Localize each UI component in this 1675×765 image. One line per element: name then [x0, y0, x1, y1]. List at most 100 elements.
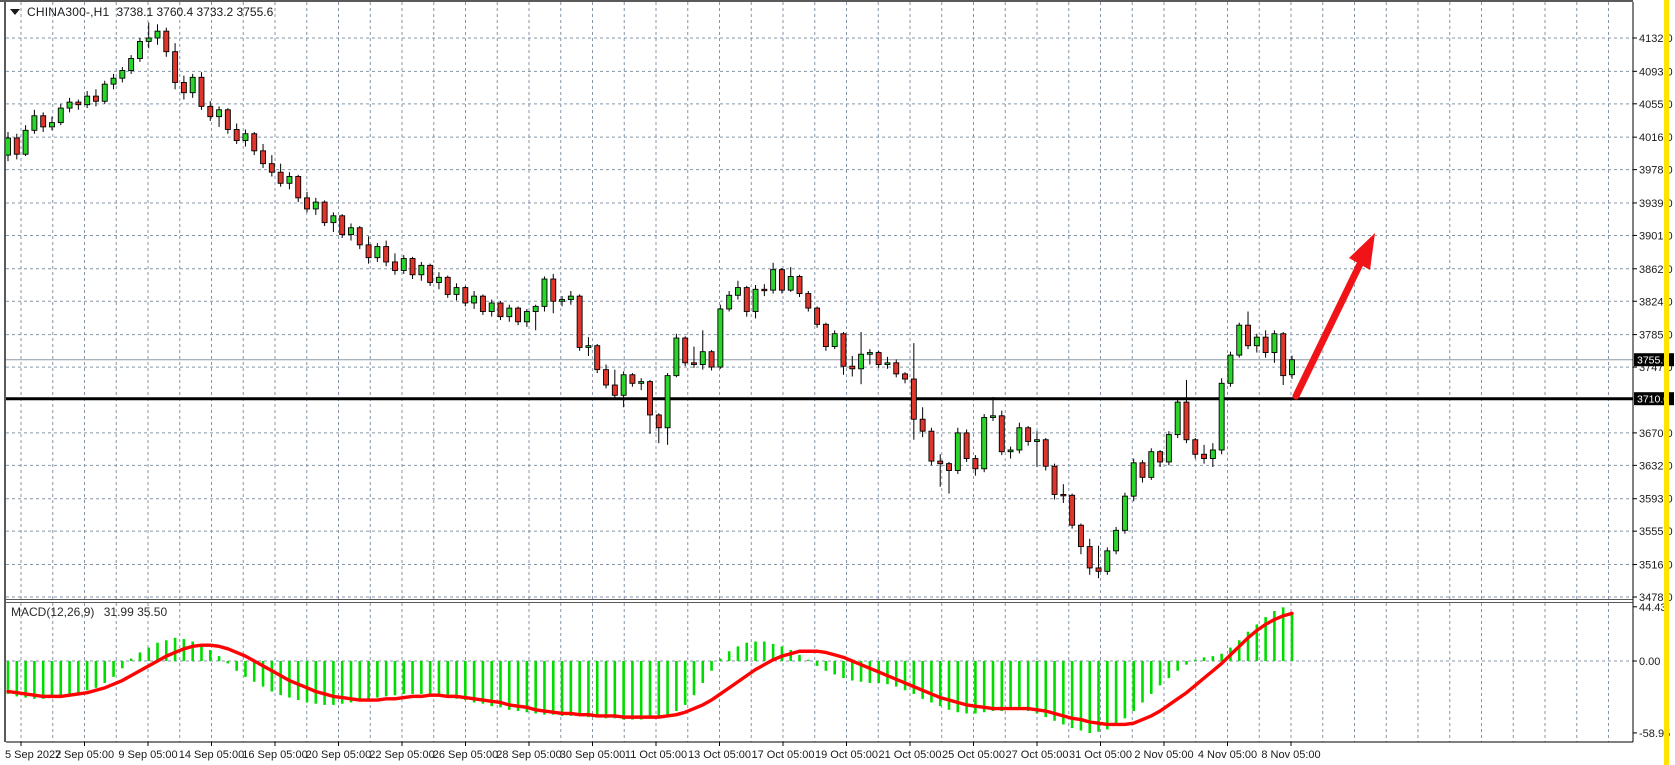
candle	[1007, 449, 1014, 453]
time-axis-label: 4 Nov 05:00	[1198, 749, 1257, 761]
candle	[31, 115, 38, 131]
candle	[858, 353, 865, 370]
candle	[1113, 529, 1120, 552]
candle	[743, 287, 750, 312]
candle	[435, 276, 442, 283]
time-axis-label: 7 Sep 05:00	[55, 749, 114, 761]
candle	[840, 333, 847, 367]
candle	[708, 351, 715, 368]
candle	[128, 58, 135, 71]
candle	[57, 107, 64, 124]
candle	[479, 295, 486, 312]
time-axis-label: 30 Sep 05:00	[560, 749, 625, 761]
macd-axis-label: 0.00	[1639, 656, 1660, 668]
candle	[717, 308, 724, 368]
candle	[1060, 493, 1067, 497]
scroll-strip[interactable]	[1664, 0, 1669, 765]
candle	[1025, 427, 1032, 442]
candle	[866, 352, 873, 355]
candle	[620, 374, 627, 396]
candle	[49, 122, 55, 128]
time-axis-label: 5 Sep 2022	[5, 749, 61, 761]
candle	[567, 295, 574, 301]
candle	[849, 365, 856, 370]
time-axis-label: 28 Sep 05:00	[496, 749, 561, 761]
candle	[418, 264, 425, 276]
candle	[233, 129, 240, 142]
candle	[893, 362, 900, 375]
candle	[954, 432, 961, 471]
candle	[1165, 434, 1172, 463]
candle	[471, 295, 478, 304]
candle	[1271, 333, 1278, 353]
candle	[1034, 439, 1040, 442]
candle	[576, 295, 583, 348]
candle	[506, 307, 513, 318]
chart-collapse-icon[interactable]	[10, 9, 20, 15]
time-axis-label: 11 Oct 05:00	[625, 749, 687, 761]
candle	[1201, 453, 1208, 459]
candle	[1157, 451, 1164, 463]
candle	[761, 288, 768, 292]
candle	[409, 258, 416, 276]
candle	[541, 278, 548, 307]
candle	[13, 137, 20, 155]
candle	[1245, 324, 1251, 347]
candle	[515, 307, 522, 323]
price-badge-text: 3755.6	[1637, 355, 1669, 367]
candle	[1130, 462, 1137, 497]
candle	[488, 302, 495, 312]
candle	[1262, 336, 1269, 353]
candle	[875, 352, 882, 365]
candle	[119, 70, 126, 79]
candle	[638, 381, 645, 384]
time-axis-label: 17 Oct 05:00	[752, 749, 815, 761]
candle	[136, 40, 143, 59]
candle	[990, 415, 996, 418]
candle	[1077, 524, 1084, 548]
candle	[884, 362, 891, 365]
candle	[902, 373, 908, 380]
candle	[75, 101, 82, 106]
macd-axis-label: -58.95	[1639, 728, 1670, 740]
candle	[101, 83, 108, 102]
candle	[110, 77, 117, 85]
candle	[752, 288, 759, 312]
candle	[664, 375, 671, 429]
trend-arrow-head[interactable]	[1349, 233, 1375, 270]
candle	[532, 305, 539, 312]
candle	[682, 337, 689, 364]
candle	[778, 269, 785, 291]
candle	[1174, 401, 1181, 436]
candle	[453, 287, 460, 295]
candle	[831, 333, 838, 348]
candle	[814, 307, 821, 325]
macd-name-label: MACD(12,26,9)	[11, 605, 95, 619]
candle	[444, 276, 451, 295]
candle	[295, 176, 302, 199]
symbol-period-label: CHINA300-,H1	[27, 5, 110, 19]
candle	[1016, 427, 1023, 451]
candle	[207, 105, 214, 118]
time-axis-label: 9 Sep 05:00	[118, 749, 177, 761]
ohlc-values-label: 3738.1 3760.4 3733.2 3755.6	[116, 5, 274, 19]
candle	[998, 415, 1005, 453]
candle	[277, 171, 284, 184]
candle	[1069, 494, 1076, 526]
candle	[40, 115, 47, 128]
candle	[268, 163, 275, 173]
candle	[154, 30, 161, 39]
candle	[22, 129, 29, 155]
candle	[822, 323, 829, 348]
time-axis-label: 26 Sep 05:00	[433, 749, 498, 761]
candle	[734, 287, 741, 296]
candle	[770, 269, 777, 291]
candle	[928, 430, 935, 462]
candle	[339, 215, 346, 236]
time-axis-label: 31 Oct 05:00	[1069, 749, 1132, 761]
time-axis-label: 2 Nov 05:00	[1134, 749, 1193, 761]
candle	[629, 374, 636, 384]
trend-arrow-shaft[interactable]	[1292, 260, 1364, 400]
